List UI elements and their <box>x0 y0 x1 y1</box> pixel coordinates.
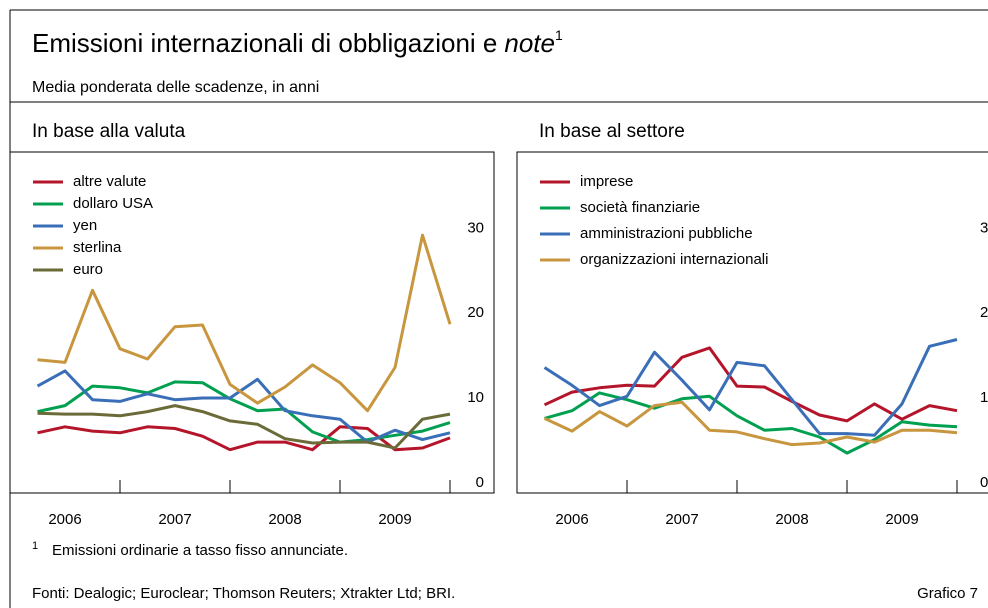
x-tick-label: 2006 <box>555 511 588 528</box>
legend-label: imprese <box>580 173 633 190</box>
note-mark: 1 <box>32 540 38 552</box>
y-tick-label: 0 <box>476 474 484 491</box>
series-line <box>37 425 451 452</box>
x-tick-label: 2009 <box>885 511 918 528</box>
panel-title: In base alla valuta <box>32 121 186 142</box>
legend-label: sterlina <box>73 239 122 256</box>
legend-label: euro <box>73 261 103 278</box>
plot-frame <box>9 151 495 494</box>
legend-label: amministrazioni pubbliche <box>580 225 753 242</box>
legend-label: società finanziarie <box>580 199 700 216</box>
x-tick-label: 2008 <box>268 511 301 528</box>
x-tick-label: 2007 <box>665 511 698 528</box>
x-tick-label: 2009 <box>378 511 411 528</box>
title-italic: note <box>504 28 555 58</box>
x-tick-label: 2006 <box>48 511 81 528</box>
legend-label: organizzazioni internazionali <box>580 251 768 268</box>
series-line <box>36 369 451 444</box>
note: Emissioni ordinarie a tasso fisso annunc… <box>52 542 348 559</box>
series-line <box>544 391 958 455</box>
y-tick-label: 30 <box>980 219 988 236</box>
series-line <box>37 233 452 413</box>
plot-frame <box>516 151 988 494</box>
figure-number: Grafico 7 <box>917 585 978 602</box>
series-line <box>543 338 958 437</box>
x-tick-label: 2008 <box>775 511 808 528</box>
y-tick-label: 20 <box>980 304 988 321</box>
series-line <box>37 404 451 450</box>
title-note: 1 <box>555 27 563 43</box>
y-tick-label: 10 <box>980 389 988 406</box>
y-tick-label: 10 <box>467 389 484 406</box>
y-tick-label: 20 <box>467 304 484 321</box>
y-tick-label: 0 <box>980 474 988 491</box>
title-text: Emissioni internazionali di obbligazioni… <box>32 28 497 58</box>
legend-label: dollaro USA <box>73 195 153 212</box>
legend-label: altre valute <box>73 173 146 190</box>
panels: In base alla valuta 0 10 20 30 2006 2007 2008 20… <box>9 121 988 528</box>
subtitle: Media ponderata delle scadenze, in anni <box>32 79 319 96</box>
series-line <box>543 346 958 423</box>
title: Emissioni internazionali di obbligazioni… <box>32 27 563 58</box>
series-line <box>543 400 958 447</box>
sources: Fonti: Dealogic; Euroclear; Thomson Reut… <box>32 585 455 602</box>
y-tick-label: 30 <box>467 219 484 236</box>
x-tick-label: 2007 <box>158 511 191 528</box>
legend-label: yen <box>73 217 97 234</box>
panel-title: In base al settore <box>539 121 685 142</box>
